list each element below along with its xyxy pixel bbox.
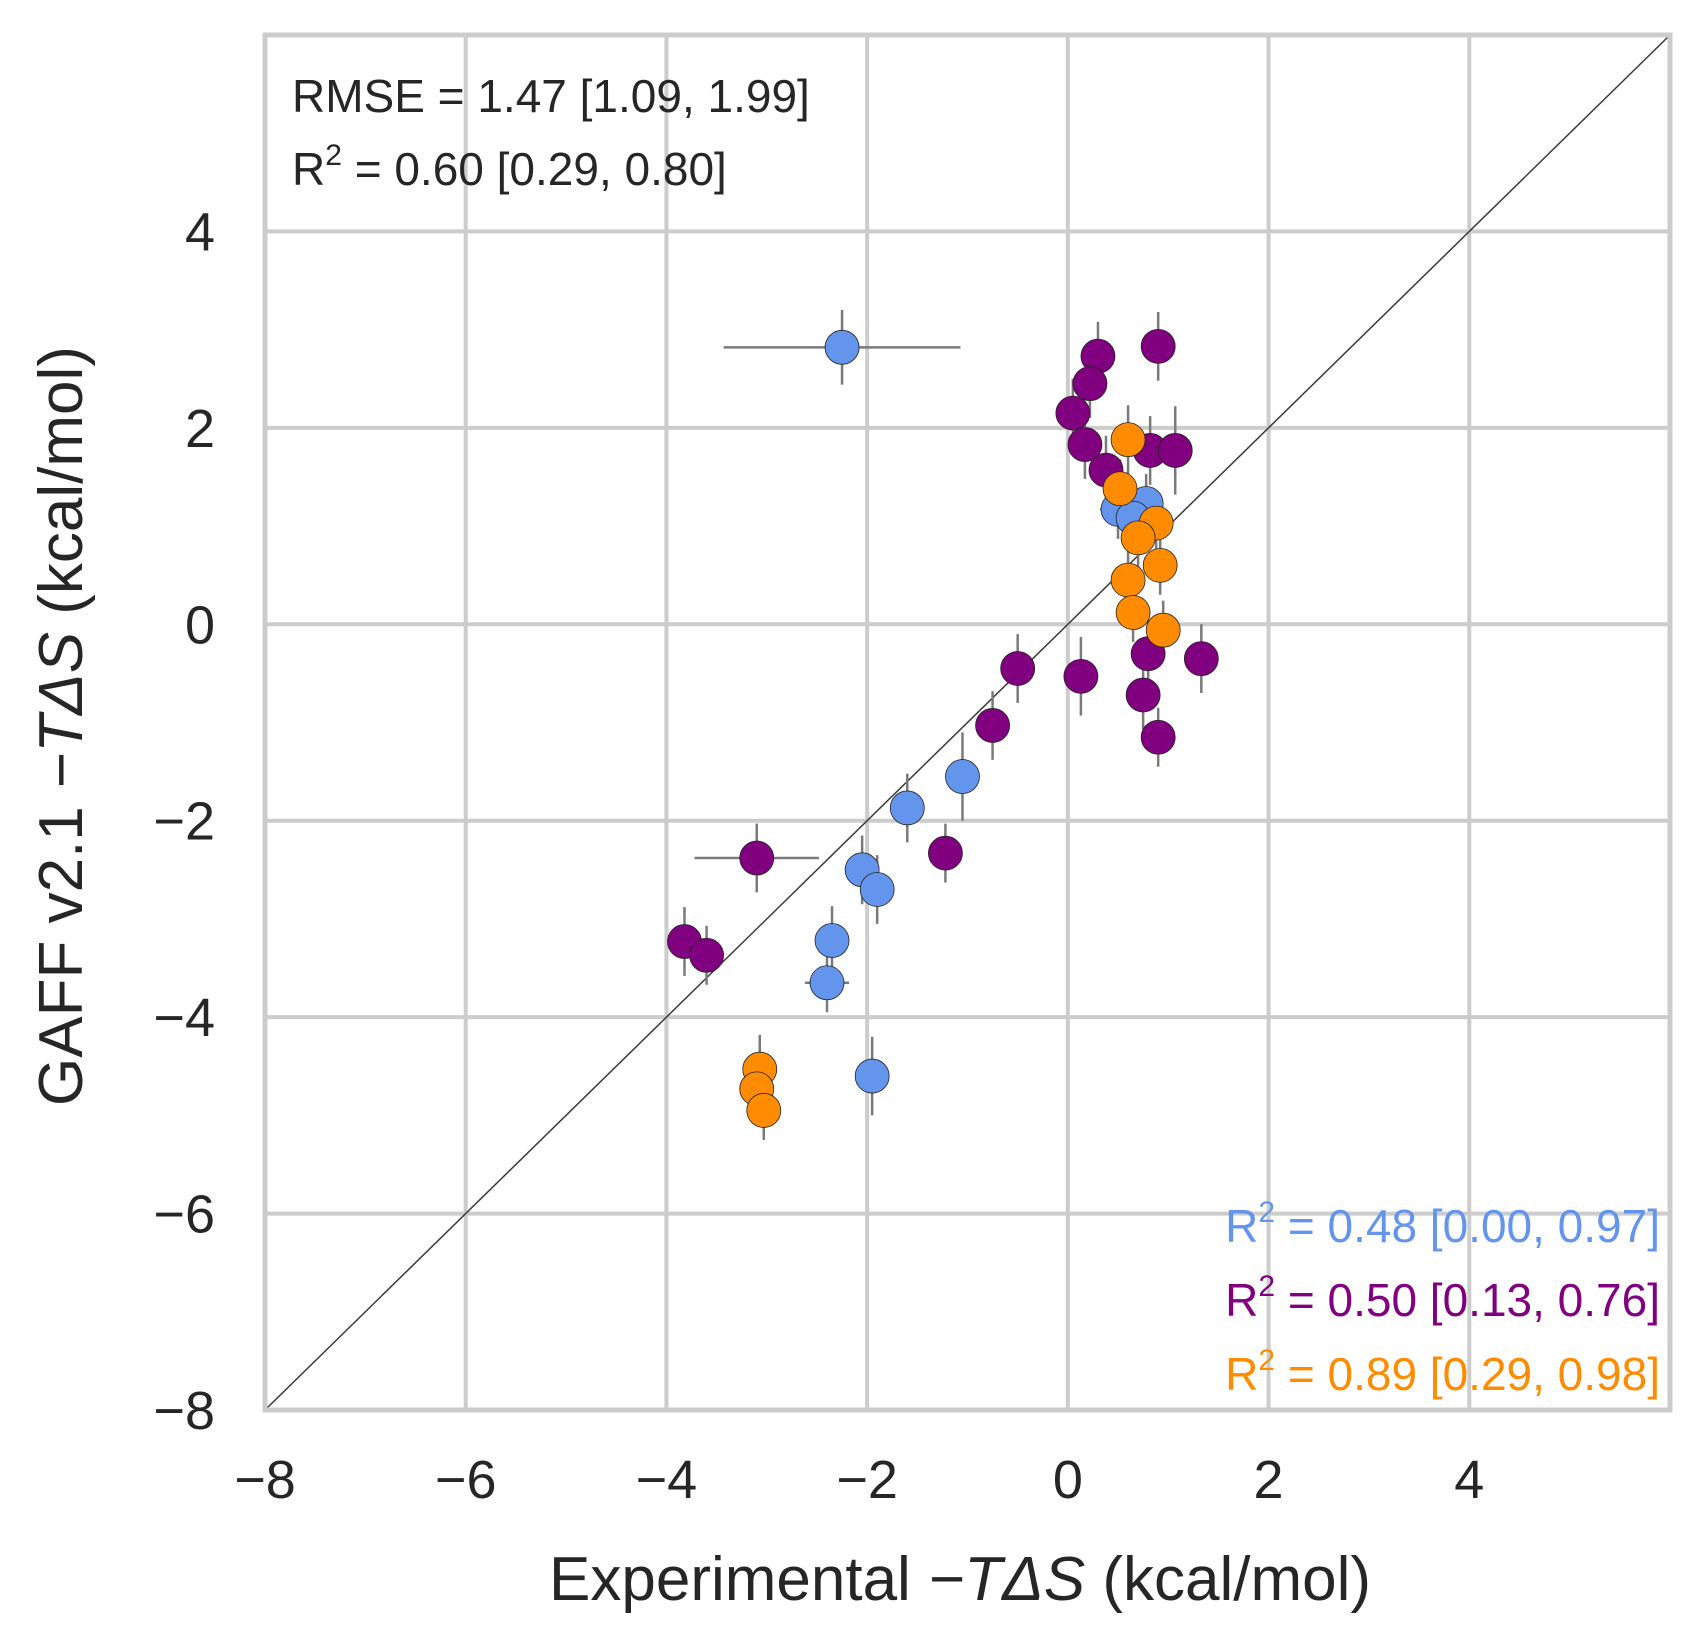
x-tick-label: 4 (1454, 1450, 1484, 1510)
data-points (667, 328, 1219, 1128)
data-point-series-2 (1125, 677, 1161, 713)
x-tick-label: 2 (1254, 1450, 1284, 1510)
data-point-series-2 (1063, 658, 1099, 694)
data-point-series-2 (1072, 366, 1108, 402)
x-axis-title: Experimental −TΔS (kcal/mol) (549, 1545, 1371, 1614)
r2-series-3: R2 = 0.89 [0.29, 0.98] (1225, 1344, 1660, 1400)
r2-overall-annotation: R2 = 0.60 [0.29, 0.80] (292, 139, 727, 195)
data-point-series-1 (945, 759, 980, 794)
data-point-series-2 (739, 840, 775, 876)
x-tick-label: −6 (435, 1450, 497, 1510)
data-point-series-2 (975, 708, 1010, 743)
x-tick-label: −8 (234, 1450, 296, 1510)
data-point-series-1 (809, 965, 845, 1001)
data-point-series-3 (1110, 562, 1146, 598)
data-point-series-3 (1145, 612, 1181, 648)
x-tick-label: −4 (636, 1450, 698, 1510)
plot-frame (262, 32, 1673, 1413)
y-tick-label: 2 (185, 399, 215, 459)
data-point-series-2 (1157, 433, 1193, 468)
identity-line (264, 34, 1671, 1411)
data-point-series-2 (1067, 427, 1103, 462)
x-tick-labels: −8 −6 −4 −2 0 2 4 (234, 1450, 1484, 1510)
data-point-series-1 (814, 923, 850, 958)
data-point-series-3 (1102, 471, 1138, 507)
x-tick-label: −2 (836, 1450, 898, 1510)
y-tick-labels: −8 −6 −4 −2 0 2 4 (153, 202, 215, 1441)
x-tick-label: 0 (1053, 1450, 1083, 1510)
data-point-series-3 (1120, 520, 1156, 556)
y-tick-label: 0 (185, 595, 215, 655)
rmse-annotation: RMSE = 1.47 [1.09, 1.99] (292, 70, 810, 122)
y-tick-label: −2 (153, 792, 215, 852)
data-point-series-2 (1000, 651, 1036, 686)
y-tick-label: −8 (153, 1381, 215, 1441)
data-point-series-2 (928, 835, 963, 871)
data-point-series-3 (746, 1093, 782, 1128)
data-point-series-3 (1115, 595, 1151, 630)
data-point-series-2 (1055, 395, 1091, 431)
r2-series-1: R2 = 0.48 [0.00, 0.97] (1225, 1196, 1660, 1252)
data-point-series-2 (1183, 641, 1219, 677)
data-point-series-1 (854, 1058, 890, 1094)
data-point-series-1 (859, 872, 895, 907)
data-point-series-2 (689, 937, 724, 973)
r2-series-2: R2 = 0.50 [0.13, 0.76] (1225, 1270, 1660, 1326)
data-point-series-2 (1140, 719, 1176, 755)
y-axis-title: GAFF v2.1 −TΔS (kcal/mol) (27, 346, 96, 1106)
y-tick-label: −4 (153, 988, 215, 1048)
data-point-series-3 (1110, 422, 1146, 458)
y-tick-label: −6 (153, 1185, 215, 1245)
data-point-series-2 (1140, 328, 1176, 364)
data-point-series-1 (889, 790, 925, 826)
data-point-series-1 (824, 329, 860, 365)
y-tick-label: 4 (185, 202, 215, 262)
data-point-series-3 (1142, 547, 1178, 583)
